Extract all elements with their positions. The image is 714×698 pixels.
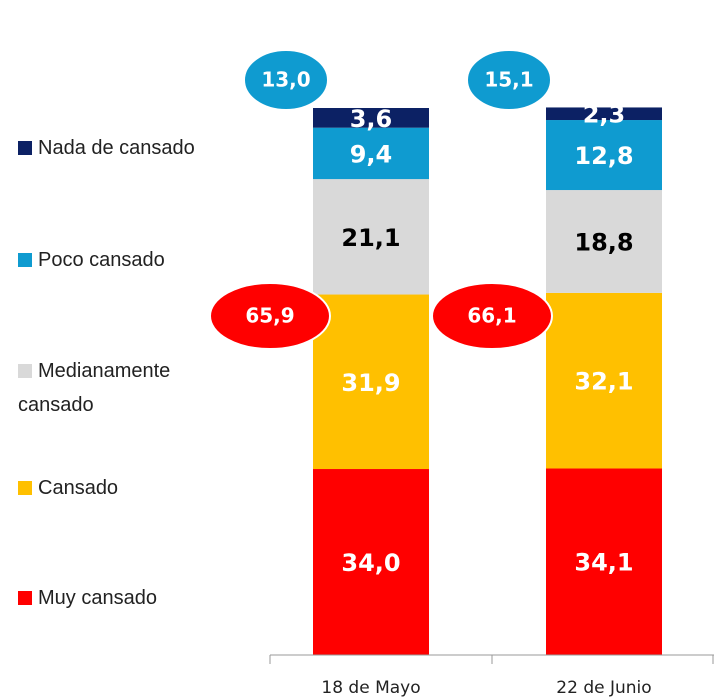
- legend-swatch: [18, 253, 32, 267]
- annotation-label: 66,1: [467, 304, 516, 328]
- legend-label: Muy cansado: [38, 587, 157, 609]
- data-label: 34,1: [574, 549, 633, 577]
- data-label: 21,1: [341, 224, 400, 252]
- legend-swatch: [18, 591, 32, 605]
- bar-segment: [313, 179, 429, 295]
- annotation-bubble: [209, 282, 331, 350]
- legend-label: Nada de cansado: [38, 137, 195, 159]
- bar-segment: [546, 468, 662, 655]
- bar-segment: [546, 190, 662, 293]
- legend-swatch: [18, 141, 32, 155]
- bar-segment: [313, 294, 429, 470]
- data-label: 2,3: [583, 101, 626, 129]
- data-label: 12,8: [574, 142, 633, 170]
- annotation-label: 15,1: [484, 68, 533, 92]
- annotation-label: 65,9: [245, 304, 294, 328]
- bar-segment: [313, 108, 429, 128]
- annotation-bubble: [431, 282, 553, 350]
- x-tick-label: 18 de Mayo: [321, 678, 420, 698]
- bar-segment: [313, 469, 429, 655]
- bar-segment: [546, 292, 662, 469]
- bar-segment: [546, 120, 662, 191]
- legend-swatch: [18, 364, 32, 378]
- data-label: 31,9: [341, 369, 400, 397]
- data-label: 34,0: [341, 549, 400, 577]
- data-label: 3,6: [350, 105, 393, 133]
- bar-segment: [313, 127, 429, 180]
- legend-label: Cansado: [38, 477, 119, 499]
- legend-label: Poco cansado: [38, 249, 165, 271]
- data-label: 32,1: [574, 368, 633, 396]
- legend-swatch: [18, 481, 32, 495]
- x-tick-label: 22 de Junio: [556, 678, 651, 698]
- data-label: 18,8: [574, 228, 633, 256]
- data-label: 9,4: [350, 140, 393, 168]
- bar-segment: [546, 107, 662, 121]
- annotation-bubble: [466, 49, 552, 111]
- legend-label: Medianamente cansado: [18, 360, 171, 416]
- annotation-label: 13,0: [261, 68, 310, 92]
- annotation-bubble: [243, 49, 329, 111]
